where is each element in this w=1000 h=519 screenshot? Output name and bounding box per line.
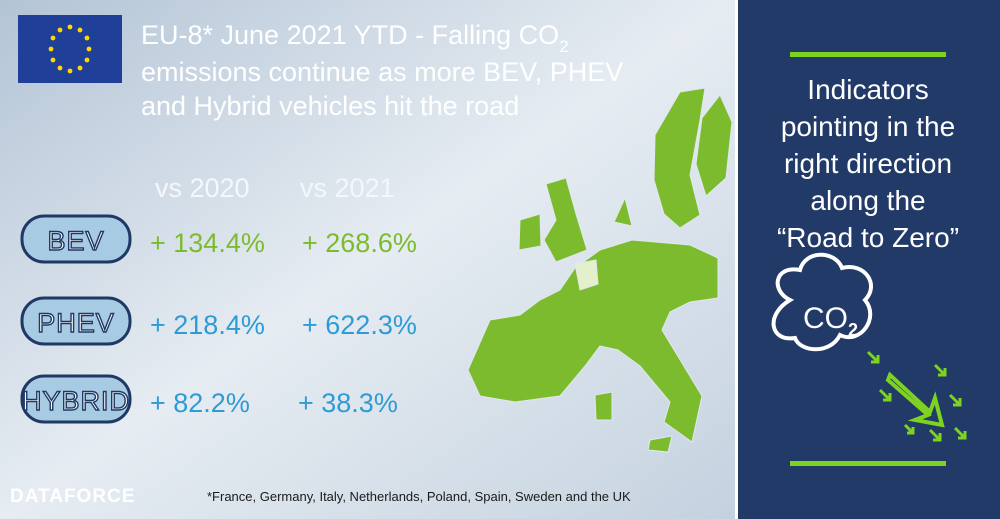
column-header: vs 2021 (300, 173, 395, 203)
sidebar-panel (738, 0, 1000, 519)
sidebar-line: “Road to Zero” (777, 222, 959, 253)
accent-bar (790, 461, 946, 466)
row-label: BEV (47, 226, 104, 256)
icon-subscript: 2 (848, 320, 858, 340)
sidebar-line: right direction (784, 148, 952, 179)
sidebar-line: along the (810, 185, 925, 216)
title-subscript: 2 (559, 37, 568, 56)
value: + 38.3% (298, 388, 398, 418)
title-line: and Hybrid vehicles hit the road (141, 91, 519, 121)
value: + 134.4% (150, 228, 265, 258)
co2-icon: CO2 (771, 252, 873, 352)
title-line: EU-8* June 2021 YTD - Falling CO2 (141, 20, 569, 56)
title-text: EU-8* June 2021 YTD - Falling CO (141, 20, 559, 50)
row-label: HYBRID (22, 386, 130, 416)
icon-label: CO (803, 302, 848, 335)
title-line: emissions continue as more BEV, PHEV (141, 57, 623, 87)
car-icon: HYBRID (20, 374, 132, 424)
row-label: PHEV (37, 308, 115, 338)
sidebar-line: Indicators (807, 74, 928, 105)
footnote: *France, Germany, Italy, Netherlands, Po… (207, 489, 631, 504)
value: + 622.3% (302, 310, 417, 340)
down-arrows (866, 350, 967, 442)
sidebar-line: pointing in the (781, 111, 955, 142)
car-icon: PHEV (20, 296, 132, 346)
value: + 268.6% (302, 228, 417, 258)
value: + 82.2% (150, 388, 250, 418)
logo: DATAFORCE (10, 486, 135, 507)
accent-bar (790, 52, 946, 57)
icon-text: CO2 (803, 302, 858, 340)
car-icon: BEV (20, 214, 132, 264)
europe-map (467, 87, 733, 453)
column-header: vs 2020 (155, 173, 250, 203)
value: + 218.4% (150, 310, 265, 340)
eu-flag (18, 15, 122, 83)
